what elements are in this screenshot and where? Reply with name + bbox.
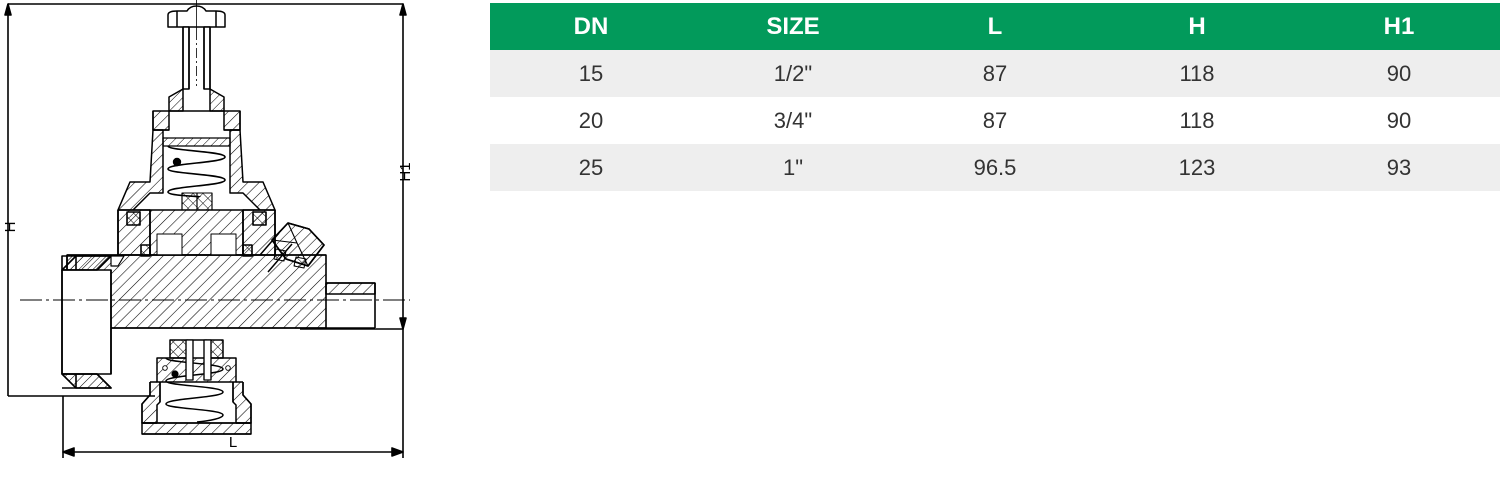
svg-text:H1: H1 bbox=[397, 162, 414, 181]
svg-text:H: H bbox=[2, 222, 19, 233]
svg-text:L: L bbox=[229, 434, 237, 451]
